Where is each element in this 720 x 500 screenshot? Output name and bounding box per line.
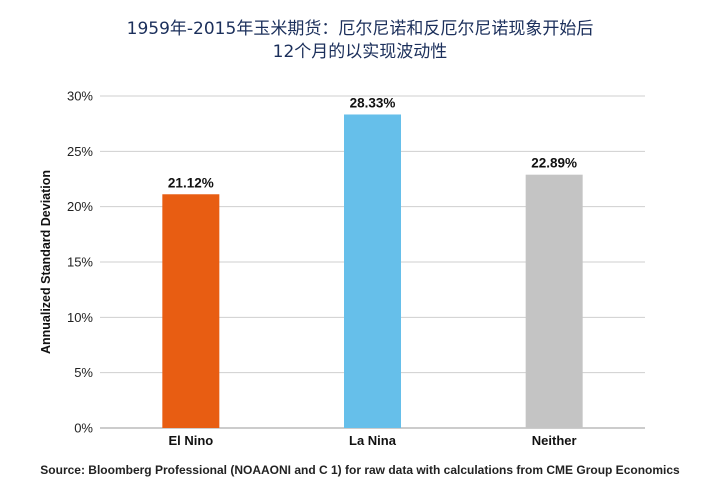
bar [162,194,220,428]
y-tick-label: 5% [74,365,93,380]
data-label: 21.12% [168,175,214,190]
data-label: 22.89% [531,156,577,171]
y-tick-label: 30% [67,89,93,104]
chart-title-line-1: 1959年-2015年玉米期货：厄尔尼诺和反厄尔尼诺现象开始后 [126,19,594,39]
source-note: Source: Bloomberg Professional (NOAAONI … [40,463,680,477]
x-tick-label: Neither [532,433,577,448]
y-tick-label: 20% [67,199,93,214]
y-tick-label: 25% [67,144,93,159]
data-label: 28.33% [350,95,396,110]
y-tick-label: 15% [67,255,93,270]
labels: 0% 5% 10% 15% 20% 25% 30% 21.12% El Nino 28.33% La… [67,89,577,449]
y-axis-title: Annualized Standard Deviation [39,170,53,354]
chart-title: 1959年-2015年玉米期货：厄尔尼诺和反厄尔尼诺现象开始后 12个月的以实现… [0,18,720,64]
y-tick-label: 10% [67,310,93,325]
bar [525,174,583,428]
bars [162,114,583,429]
y-tick-label: 0% [74,421,93,436]
x-tick-label: El Nino [168,433,213,448]
chart-title-line-2: 12个月的以实现波动性 [272,42,448,62]
bar [344,114,401,429]
x-tick-label: La Nina [349,433,397,448]
